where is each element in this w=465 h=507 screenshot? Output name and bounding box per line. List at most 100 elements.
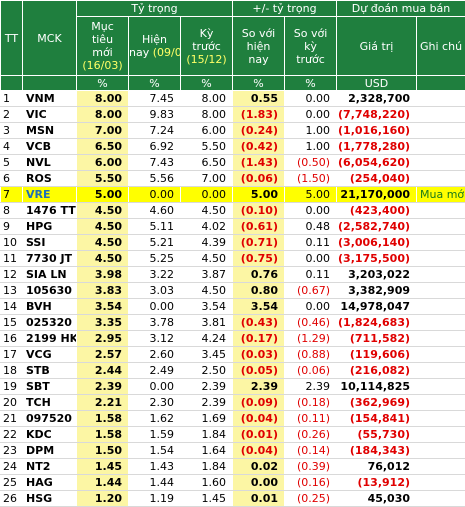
current-weight-cell: 1.54 <box>129 443 181 459</box>
current-weight-cell: 6.92 <box>129 139 181 155</box>
diff-vs-current-cell: 2.39 <box>233 379 285 395</box>
target-weight-cell: 3.54 <box>77 299 129 315</box>
prev-weight-cell: 1.69 <box>181 411 233 427</box>
group-forecast: Dự đoán mua bán <box>337 1 465 17</box>
prev-weight-cell: 3.54 <box>181 299 233 315</box>
diff-vs-current-cell: 0.01 <box>233 491 285 507</box>
target-weight-cell: 2.21 <box>77 395 129 411</box>
diff-vs-prev-cell: (0.14) <box>285 443 337 459</box>
trade-value-cell: 14,978,047 <box>337 299 417 315</box>
prev-weight-cell: 4.50 <box>181 251 233 267</box>
stock-code-cell: 105630 <box>23 283 77 299</box>
prev-weight-cell: 4.50 <box>181 283 233 299</box>
row-index-cell: 16 <box>1 331 23 347</box>
target-weight-cell: 3.83 <box>77 283 129 299</box>
prev-weight-cell: 7.00 <box>181 171 233 187</box>
col-vs-current-header: So với hiện nay <box>233 17 285 76</box>
note-cell <box>417 411 465 427</box>
trade-value-cell: 45,030 <box>337 491 417 507</box>
stock-code-cell: DPM <box>23 443 77 459</box>
unit-vs-current: % <box>233 76 285 91</box>
stock-code-cell: 025320 <box>23 315 77 331</box>
row-index-cell: 6 <box>1 171 23 187</box>
target-weight-cell: 1.50 <box>77 443 129 459</box>
trade-value-cell: (3,175,500) <box>337 251 417 267</box>
current-weight-cell: 4.60 <box>129 203 181 219</box>
current-weight-cell: 1.59 <box>129 427 181 443</box>
target-weight-cell: 1.20 <box>77 491 129 507</box>
diff-vs-prev-cell: (0.06) <box>285 363 337 379</box>
stock-code-cell: 1476 TT <box>23 203 77 219</box>
trade-value-cell: (13,912) <box>337 475 417 491</box>
note-cell <box>417 171 465 187</box>
diff-vs-current-cell: (0.17) <box>233 331 285 347</box>
diff-vs-prev-cell: (1.50) <box>285 171 337 187</box>
stock-code-cell: SSI <box>23 235 77 251</box>
note-cell <box>417 91 465 107</box>
group-diff: +/- tỷ trọng <box>233 1 337 17</box>
unit-vs-prev: % <box>285 76 337 91</box>
diff-vs-prev-cell: (0.88) <box>285 347 337 363</box>
row-index-cell: 4 <box>1 139 23 155</box>
diff-vs-current-cell: (0.03) <box>233 347 285 363</box>
group-ty-trong: Tỷ trọng <box>77 1 233 17</box>
trade-value-cell: (1,778,280) <box>337 139 417 155</box>
trade-value-cell: 2,328,700 <box>337 91 417 107</box>
col-prev-header: Kỳ trước (15/12) <box>181 17 233 76</box>
stock-code-cell: 7730 JT <box>23 251 77 267</box>
note-cell <box>417 203 465 219</box>
trade-value-cell: (2,582,740) <box>337 219 417 235</box>
target-weight-cell: 4.50 <box>77 251 129 267</box>
prev-weight-cell: 2.39 <box>181 395 233 411</box>
note-cell <box>417 331 465 347</box>
trade-value-cell: (154,841) <box>337 411 417 427</box>
diff-vs-current-cell: (0.10) <box>233 203 285 219</box>
unit-empty-tt <box>1 76 23 91</box>
diff-vs-current-cell: (1.83) <box>233 107 285 123</box>
row-index-cell: 24 <box>1 459 23 475</box>
diff-vs-prev-cell: 0.00 <box>285 107 337 123</box>
unit-target: % <box>77 76 129 91</box>
prev-weight-cell: 2.50 <box>181 363 233 379</box>
diff-vs-current-cell: (0.04) <box>233 443 285 459</box>
row-index-cell: 11 <box>1 251 23 267</box>
note-cell <box>417 283 465 299</box>
diff-vs-current-cell: (0.71) <box>233 235 285 251</box>
diff-vs-prev-cell: (0.25) <box>285 491 337 507</box>
stock-code-cell: HPG <box>23 219 77 235</box>
current-weight-cell: 9.83 <box>129 107 181 123</box>
stock-code-cell: SIA LN <box>23 267 77 283</box>
trade-value-cell: (55,730) <box>337 427 417 443</box>
row-index-cell: 15 <box>1 315 23 331</box>
target-weight-cell: 2.57 <box>77 347 129 363</box>
diff-vs-prev-cell: 0.11 <box>285 235 337 251</box>
prev-weight-cell: 3.81 <box>181 315 233 331</box>
current-weight-cell: 3.78 <box>129 315 181 331</box>
stock-code-cell: VCG <box>23 347 77 363</box>
stock-code-cell: BVH <box>23 299 77 315</box>
trade-value-cell: (6,054,620) <box>337 155 417 171</box>
row-index-cell: 25 <box>1 475 23 491</box>
note-cell <box>417 251 465 267</box>
prev-weight-cell: 6.50 <box>181 155 233 171</box>
diff-vs-prev-cell: 0.00 <box>285 91 337 107</box>
row-index-cell: 19 <box>1 379 23 395</box>
current-weight-cell: 0.00 <box>129 379 181 395</box>
diff-vs-current-cell: (0.24) <box>233 123 285 139</box>
note-cell <box>417 427 465 443</box>
note-cell <box>417 363 465 379</box>
diff-vs-prev-cell: 0.00 <box>285 203 337 219</box>
trade-value-cell: 3,203,022 <box>337 267 417 283</box>
trade-value-cell: (216,082) <box>337 363 417 379</box>
